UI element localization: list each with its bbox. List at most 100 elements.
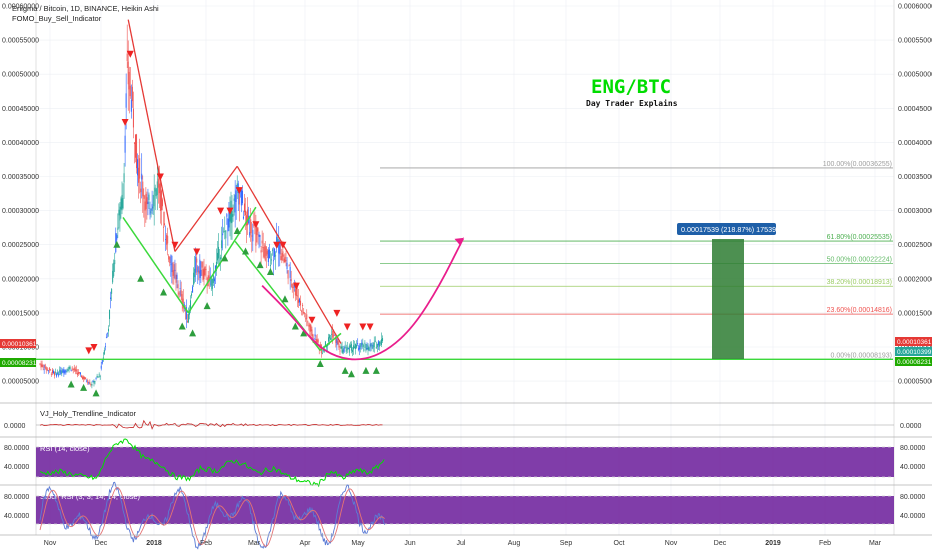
rsi-line-group: [39, 438, 385, 488]
candle-body: [203, 268, 205, 280]
candle-body: [181, 294, 183, 305]
price-tick-left: 0.00025000: [2, 242, 39, 249]
candle-body: [359, 345, 361, 350]
candle-body: [171, 255, 173, 273]
trendline-red[interactable]: [127, 19, 176, 252]
candle-body: [210, 277, 212, 286]
candle-body: [111, 288, 113, 294]
candle-body: [156, 181, 158, 196]
measure-tool[interactable]: 0.00017539 (218.87%) 17539: [677, 223, 776, 359]
candle-body: [51, 369, 53, 374]
candle-body: [273, 260, 275, 262]
time-tick: Mar: [869, 540, 882, 547]
candle-body: [161, 199, 163, 207]
candle-body: [44, 364, 46, 368]
candle-body: [329, 335, 331, 339]
sell-signal-marker: [171, 241, 179, 249]
candle-body: [52, 371, 54, 374]
candle-body: [287, 270, 289, 279]
stoch-rsi-panel[interactable]: Stoch RSI (3, 3, 14, 14, close) 80.0000 …: [0, 481, 932, 550]
candle-body: [252, 229, 254, 242]
candles: [39, 24, 384, 389]
candle-body: [307, 321, 309, 323]
rsi-tick-40-left: 40.0000: [4, 464, 29, 471]
candle-body: [125, 93, 127, 108]
candle-body: [184, 309, 186, 311]
candle-body: [381, 339, 383, 345]
candle-body: [335, 336, 337, 343]
holy-trendline-panel[interactable]: VJ_Holy_Trendline_Indicator 0.0000 0.000…: [0, 402, 932, 430]
sell-signal-marker: [226, 207, 234, 215]
badge-left-bottom-text: 0.00008231: [2, 360, 37, 367]
candle-body: [54, 372, 56, 376]
candle-body: [43, 368, 45, 370]
candle-body: [88, 382, 90, 384]
candle-body: [270, 259, 272, 261]
projection-curve[interactable]: [261, 237, 465, 361]
candle-body: [255, 227, 257, 246]
candle-body: [262, 246, 264, 248]
time-tick: Feb: [819, 540, 831, 547]
candle-body: [160, 190, 162, 211]
candle-body: [92, 381, 94, 383]
stoch-panel-title: Stoch RSI (3, 3, 14, 14, close): [40, 492, 141, 501]
candle-body: [136, 134, 138, 169]
candle-body: [96, 375, 98, 378]
candle-body: [128, 71, 130, 90]
fib-level-label: 100.00%(0.00036255): [823, 161, 892, 168]
candle-body: [223, 230, 225, 232]
trendline-red[interactable]: [236, 165, 342, 344]
trendlines[interactable]: [36, 19, 893, 360]
candle-body: [378, 341, 380, 347]
holy-panel-title: VJ_Holy_Trendline_Indicator: [40, 409, 137, 418]
sell-signal-marker: [333, 309, 341, 317]
candle-body: [300, 300, 302, 306]
rsi-panel[interactable]: RSI (14, close) 80.0000 40.0000 80.0000 …: [0, 436, 932, 488]
buy-signal-marker: [372, 366, 380, 374]
candle-body: [93, 380, 95, 384]
candle-body: [291, 283, 293, 289]
trendline-red[interactable]: [174, 165, 238, 252]
projection-curve-group[interactable]: [261, 237, 465, 361]
trendline-green[interactable]: [319, 332, 342, 351]
candle-body: [55, 371, 57, 373]
candle-body: [371, 344, 373, 346]
candle-body: [349, 345, 351, 348]
candle-body: [351, 349, 353, 353]
sell-signal-marker: [359, 323, 367, 331]
candle-body: [196, 258, 198, 263]
candle-body: [263, 246, 265, 257]
candle-body: [59, 369, 61, 373]
candle-body: [79, 372, 81, 375]
candle-body: [333, 335, 335, 336]
candle-body: [147, 201, 149, 205]
candle-body: [304, 313, 306, 315]
candle-body: [344, 346, 346, 349]
candle-body: [76, 372, 78, 375]
candle-body: [368, 347, 370, 351]
candle-body: [310, 325, 312, 332]
sell-signal-marker: [90, 344, 98, 351]
candle-body: [225, 230, 227, 239]
badge-left-bottom: [0, 358, 36, 367]
candle-body: [240, 189, 242, 206]
candle-body: [224, 231, 226, 233]
measure-box[interactable]: [712, 239, 744, 359]
price-tick-right: 0.00060000: [898, 4, 932, 11]
time-tick: 2018: [146, 540, 162, 547]
candle-body: [71, 367, 73, 369]
candle-body: [216, 252, 218, 261]
trendline-green[interactable]: [122, 216, 190, 314]
price-tick-right: 0.00055000: [898, 38, 932, 45]
candle-body: [303, 311, 305, 314]
time-tick: Nov: [665, 540, 678, 547]
candle-body: [157, 178, 159, 188]
candle-body: [148, 194, 150, 201]
annotation-subtitle: Day Trader Explains: [586, 98, 678, 108]
time-tick: Jun: [404, 540, 415, 547]
candle-body: [74, 368, 76, 372]
price-tick-right: 0.00025000: [898, 242, 932, 249]
time-axis[interactable]: Nov Dec 2018 Feb Mar Apr May Jun Jul Aug Sep Oct Nov…: [0, 534, 932, 547]
buy-signal-marker: [281, 295, 289, 303]
